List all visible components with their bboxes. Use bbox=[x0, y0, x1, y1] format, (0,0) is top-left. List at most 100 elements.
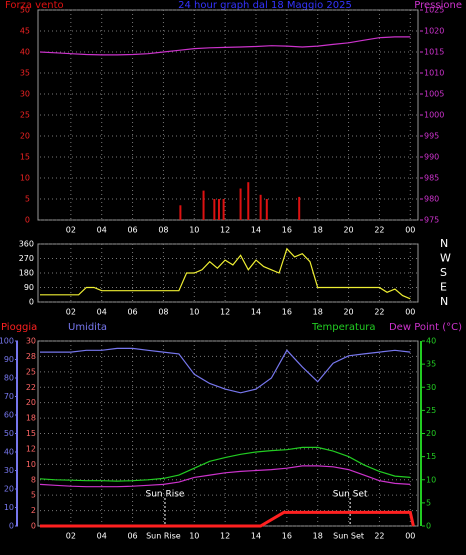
y-tick-label: 25 bbox=[26, 367, 36, 376]
x-tick-label: 02 bbox=[66, 532, 76, 541]
series-line bbox=[39, 36, 411, 56]
y-tick-label: 20 bbox=[426, 429, 436, 438]
y-tick-label: 22 bbox=[26, 383, 36, 392]
x-tick-label: 22 bbox=[374, 226, 384, 235]
y-tick-label: 25 bbox=[20, 111, 30, 120]
x-tick-label: 02 bbox=[66, 308, 76, 317]
bar bbox=[239, 188, 242, 220]
y-tick-label: 20 bbox=[20, 132, 30, 141]
x-tick-label: 22 bbox=[374, 532, 384, 541]
y-tick-label: 50 bbox=[4, 429, 14, 438]
compass-label: E bbox=[440, 281, 447, 294]
compass-label: N bbox=[440, 237, 448, 250]
x-tick-label: 06 bbox=[127, 226, 137, 235]
x-tick-label: 00 bbox=[405, 226, 415, 235]
y-tick-label: 10 bbox=[20, 174, 30, 183]
x-tick-label: 04 bbox=[97, 308, 107, 317]
legend-label: Pressione bbox=[414, 0, 462, 11]
x-tick-label: 06 bbox=[127, 532, 137, 541]
x-tick-label: 04 bbox=[97, 226, 107, 235]
x-tick-label: 00 bbox=[405, 532, 415, 541]
y-tick-label: 0 bbox=[31, 522, 36, 531]
y-tick-label: 25 bbox=[426, 406, 436, 415]
legend-label: Dew Point (°C) bbox=[389, 322, 462, 333]
y-tick-label: 995 bbox=[424, 132, 439, 141]
bar bbox=[217, 199, 220, 220]
x-tick-label: 12 bbox=[220, 532, 230, 541]
y-tick-label: 0 bbox=[426, 522, 431, 531]
y-tick-label: 40 bbox=[4, 448, 14, 457]
y-tick-label: 100 bbox=[0, 337, 14, 346]
y-tick-label: 990 bbox=[424, 153, 439, 162]
y-tick-label: 8 bbox=[31, 475, 36, 484]
series-line bbox=[39, 465, 411, 488]
y-tick-label: 10 bbox=[426, 475, 436, 484]
x-tick-label: 16 bbox=[282, 532, 292, 541]
y-tick-label: 18 bbox=[26, 414, 36, 423]
y-tick-label: 2 bbox=[31, 506, 36, 515]
y-tick-label: 10 bbox=[26, 460, 36, 469]
bar bbox=[265, 199, 268, 220]
y-tick-label: 30 bbox=[4, 466, 14, 475]
y-tick-label: 0 bbox=[9, 522, 14, 531]
x-tick-label: 10 bbox=[189, 532, 199, 541]
y-tick-label: 5 bbox=[31, 491, 36, 500]
bar bbox=[213, 199, 216, 220]
x-tick-label: 06 bbox=[127, 308, 137, 317]
y-tick-label: 70 bbox=[4, 392, 14, 401]
x-tick-label: 04 bbox=[97, 532, 107, 541]
y-tick-label: 50 bbox=[20, 6, 30, 15]
x-tick-label: 10 bbox=[189, 308, 199, 317]
compass-label: W bbox=[440, 252, 451, 265]
bar bbox=[202, 190, 205, 220]
annotation-label: Sun Set bbox=[333, 490, 368, 500]
compass-label: N bbox=[440, 295, 448, 308]
y-tick-label: 90 bbox=[4, 355, 14, 364]
legend-label: Pioggia bbox=[1, 322, 37, 333]
y-tick-label: 360 bbox=[19, 240, 34, 249]
y-tick-label: 975 bbox=[424, 216, 439, 225]
legend-label: Temperatura bbox=[311, 322, 376, 333]
series-line bbox=[40, 247, 411, 300]
legend-label: Forza vento bbox=[5, 0, 64, 11]
annotation-label: Sun Rise bbox=[145, 490, 184, 500]
series-line bbox=[40, 347, 411, 394]
y-tick-label: 1020 bbox=[424, 27, 444, 36]
bar bbox=[247, 182, 250, 220]
bar bbox=[298, 196, 301, 220]
x-tick-label: 02 bbox=[66, 226, 76, 235]
y-tick-label: 20 bbox=[26, 398, 36, 407]
y-tick-label: 12 bbox=[26, 444, 36, 453]
y-tick-label: 15 bbox=[20, 153, 30, 162]
x-tick-label: 08 bbox=[158, 308, 168, 317]
x-tick-label: 14 bbox=[251, 308, 261, 317]
chart-title: 24 hour graph dal 18 Maggio 2025 bbox=[178, 0, 352, 11]
y-tick-label: 5 bbox=[25, 195, 30, 204]
y-tick-label: 1025 bbox=[424, 6, 444, 15]
x-tick-label: 18 bbox=[313, 308, 323, 317]
x-tick-label: 22 bbox=[374, 308, 384, 317]
y-tick-label: 60 bbox=[4, 411, 14, 420]
y-tick-label: 45 bbox=[20, 27, 30, 36]
legend-label: Umidita bbox=[68, 322, 107, 333]
x-tick-label: 12 bbox=[220, 226, 230, 235]
x-tick-label: 20 bbox=[343, 226, 353, 235]
y-tick-label: 80 bbox=[4, 374, 14, 383]
y-tick-label: 30 bbox=[426, 383, 436, 392]
x-tick-label: Sun Set bbox=[333, 532, 364, 541]
x-tick-label: 18 bbox=[313, 532, 323, 541]
x-tick-label: 14 bbox=[251, 226, 261, 235]
y-tick-label: 35 bbox=[20, 69, 30, 78]
y-tick-label: 40 bbox=[426, 337, 436, 346]
bar bbox=[222, 199, 225, 220]
y-tick-label: 15 bbox=[26, 429, 36, 438]
x-tick-label: Sun Rise bbox=[146, 532, 181, 541]
x-tick-label: 20 bbox=[343, 308, 353, 317]
x-tick-label: 12 bbox=[220, 308, 230, 317]
y-tick-label: 0 bbox=[29, 298, 34, 307]
y-tick-label: 985 bbox=[424, 174, 439, 183]
y-tick-label: 1010 bbox=[424, 69, 444, 78]
y-tick-label: 270 bbox=[19, 254, 34, 263]
